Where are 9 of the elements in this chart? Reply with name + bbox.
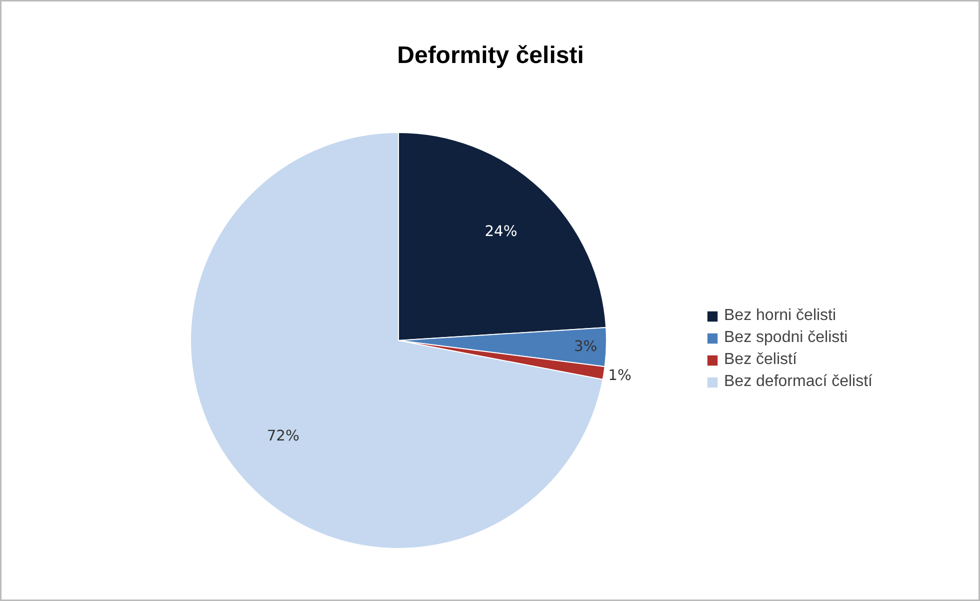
data-label: 1%	[608, 367, 632, 384]
legend-label: Bez deformací čelistí	[724, 373, 872, 391]
data-label: 72%	[266, 427, 300, 444]
data-label: 24%	[484, 222, 518, 240]
legend-label: Bez spodni čelisti	[724, 329, 848, 347]
legend-label: Bez horni čelisti	[724, 307, 836, 325]
chart-title: Deformity čelisti	[397, 42, 584, 69]
data-label: 3%	[574, 338, 598, 355]
legend-label: Bez čelistí	[724, 351, 797, 369]
